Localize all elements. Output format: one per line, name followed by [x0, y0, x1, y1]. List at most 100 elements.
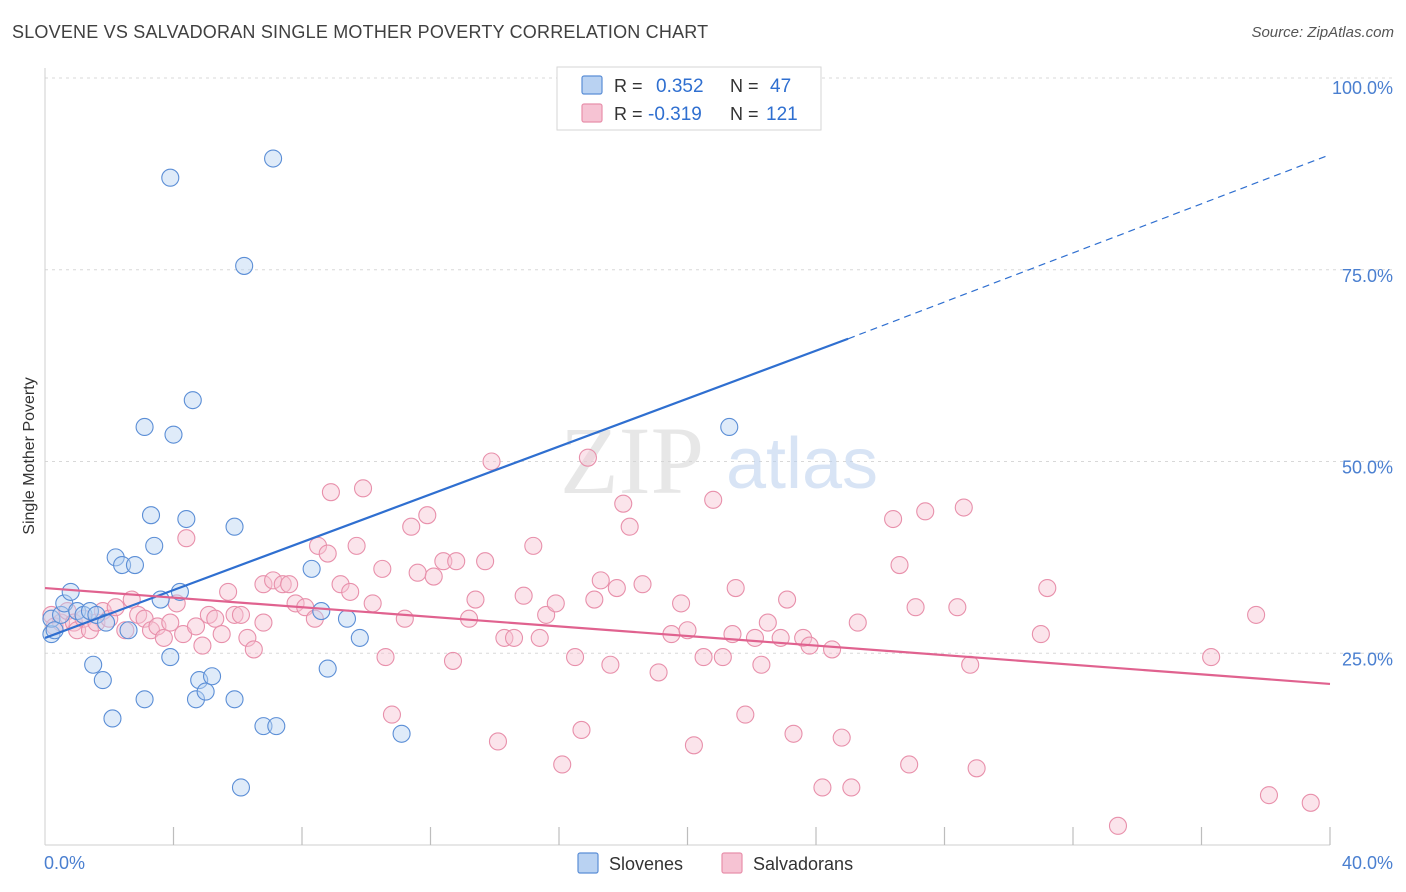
point-slovenes-33 [225, 517, 244, 536]
point-salvadorans-54 [408, 563, 427, 582]
point-salvadorans-59 [447, 552, 466, 571]
point-salvadorans-68 [524, 536, 543, 555]
point-salvadorans-23 [186, 617, 206, 636]
trend-line-slovenes [44, 337, 849, 639]
point-salvadorans-33 [254, 613, 273, 632]
point-salvadorans-82 [633, 575, 652, 594]
point-slovenes-32 [203, 667, 222, 686]
point-slovenes-12 [93, 671, 112, 690]
point-salvadorans-36 [273, 575, 292, 594]
point-salvadorans-89 [704, 490, 723, 509]
point-salvadorans-53 [402, 517, 421, 536]
point-salvadorans-92 [726, 579, 745, 598]
point-slovenes-16 [125, 555, 144, 575]
point-salvadorans-18 [154, 628, 173, 647]
point-salvadorans-31 [238, 628, 257, 647]
point-salvadorans-85 [672, 594, 691, 613]
point-slovenes-20 [141, 506, 161, 525]
point-salvadorans-58 [443, 651, 463, 670]
point-salvadorans-93 [736, 705, 755, 724]
point-slovenes-29 [186, 690, 206, 709]
point-salvadorans-32 [244, 640, 263, 659]
point-salvadorans-116 [1031, 625, 1050, 644]
point-salvadorans-115 [967, 759, 986, 778]
point-salvadorans-24 [193, 636, 212, 655]
point-salvadorans-72 [553, 755, 572, 774]
point-salvadorans-71 [546, 594, 565, 613]
point-salvadorans-11 [106, 598, 125, 617]
point-slovenes-28 [183, 391, 202, 410]
point-slovenes-44 [350, 628, 369, 647]
point-slovenes-17 [119, 621, 138, 640]
point-slovenes-39 [267, 717, 286, 736]
point-salvadorans-106 [848, 613, 867, 632]
point-salvadorans-121 [1259, 786, 1279, 805]
point-slovenes-18 [135, 690, 154, 709]
point-salvadorans-19 [161, 613, 180, 632]
point-salvadorans-112 [948, 598, 967, 617]
watermark: ZIP atlas [560, 407, 878, 514]
point-salvadorans-118 [1108, 816, 1128, 835]
point-salvadorans-99 [784, 724, 803, 743]
point-salvadorans-47 [353, 479, 373, 498]
point-salvadorans-66 [504, 628, 524, 647]
bottom-legend-swatch-slovenes [577, 852, 599, 874]
point-salvadorans-49 [373, 559, 392, 578]
watermark-atlas: atlas [726, 424, 878, 504]
point-salvadorans-56 [424, 567, 443, 586]
point-salvadorans-114 [961, 655, 980, 674]
point-salvadorans-44 [331, 575, 350, 594]
bottom-legend-swatch-salvadorans [721, 852, 743, 874]
y-tick-label-2: 75.0% [1342, 266, 1393, 286]
point-salvadorans-64 [488, 732, 508, 751]
point-salvadorans-57 [434, 552, 453, 571]
point-salvadorans-113 [954, 498, 973, 517]
point-salvadorans-52 [395, 609, 414, 628]
point-salvadorans-45 [341, 582, 360, 601]
grid-layer [45, 77, 1395, 654]
trend-line-slovenes-extension [847, 154, 1331, 340]
point-salvadorans-88 [694, 648, 713, 667]
point-salvadorans-108 [890, 555, 909, 575]
point-salvadorans-28 [219, 582, 238, 601]
point-slovenes-14 [106, 548, 125, 567]
points-layer [42, 149, 1320, 835]
point-salvadorans-102 [813, 778, 832, 797]
point-salvadorans-96 [758, 613, 777, 632]
legend-n-label-salvadorans: N = [730, 104, 759, 124]
point-slovenes-31 [196, 682, 215, 701]
legend-n-label-slovenes: N = [730, 76, 759, 96]
point-salvadorans-103 [823, 640, 842, 659]
point-slovenes-1 [42, 609, 61, 628]
point-slovenes-23 [161, 168, 180, 187]
point-salvadorans-34 [254, 575, 273, 594]
bottom-legend-label-slovenes: Slovenes [609, 854, 683, 874]
x-tick-label-0: 0.0% [44, 853, 85, 873]
point-salvadorans-81 [620, 517, 639, 536]
y-tick-label-3: 100.0% [1332, 78, 1393, 98]
point-salvadorans-80 [614, 494, 633, 513]
point-slovenes-36 [235, 256, 254, 275]
y-axis-title: Single Mother Poverty [21, 377, 38, 534]
point-slovenes-35 [231, 778, 251, 797]
point-slovenes-34 [225, 690, 244, 709]
point-salvadorans-120 [1247, 605, 1266, 624]
point-salvadorans-30 [231, 605, 251, 624]
point-salvadorans-111 [916, 502, 935, 521]
bottom-legend-label-salvadorans: Salvadorans [753, 854, 853, 874]
point-salvadorans-75 [578, 448, 597, 467]
point-salvadorans-122 [1301, 793, 1320, 812]
point-salvadorans-37 [280, 575, 299, 594]
series-legend: Slovenes Salvadorans [577, 852, 853, 874]
point-salvadorans-50 [376, 648, 395, 667]
point-salvadorans-109 [900, 755, 919, 774]
point-salvadorans-104 [832, 728, 851, 747]
point-salvadorans-29 [225, 605, 244, 624]
point-salvadorans-73 [566, 648, 585, 667]
legend-n-value-slovenes: 47 [770, 76, 791, 97]
legend-r-label-salvadorans: R = [614, 104, 643, 124]
legend-r-value-slovenes: 0.352 [656, 76, 704, 97]
point-salvadorans-94 [745, 628, 765, 647]
point-salvadorans-61 [466, 590, 485, 609]
